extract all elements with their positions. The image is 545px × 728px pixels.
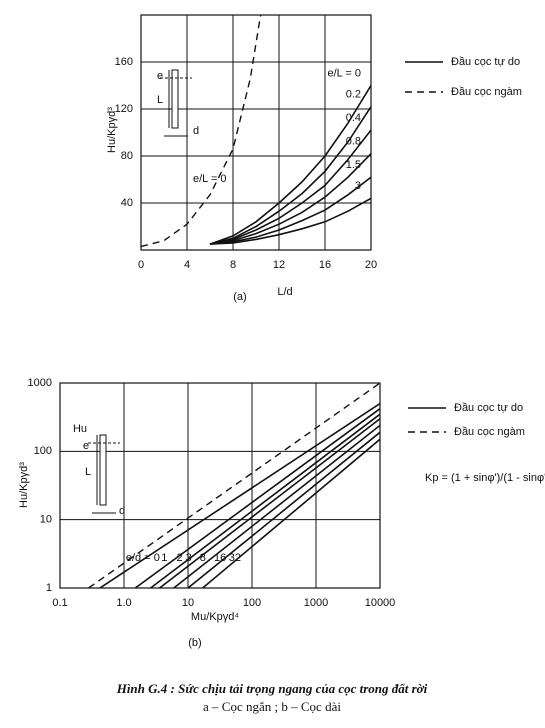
series-label: 0.8 xyxy=(346,136,361,148)
caption-subtitle: a – Cọc ngắn ; b – Cọc dài xyxy=(203,699,341,714)
legend-label: Đầu cọc ngàm xyxy=(454,426,525,438)
x-tick-label: 8 xyxy=(230,259,236,271)
series-label: 8 xyxy=(200,552,206,564)
x-axis-label: L/d xyxy=(277,286,292,298)
y-tick-label: 160 xyxy=(115,56,133,68)
series-line xyxy=(202,438,380,588)
inset-label: Hu xyxy=(73,423,87,435)
inset-label: L xyxy=(157,94,163,106)
x-tick-label: 0 xyxy=(138,259,144,271)
series-line xyxy=(134,408,380,588)
inset-label: e xyxy=(83,440,89,452)
legend-label: Đầu cọc tự do xyxy=(451,56,520,68)
series-label: 3 xyxy=(355,180,361,192)
series-label: 1.5 xyxy=(346,159,361,171)
series-line xyxy=(209,129,371,245)
y-tick-label: 1 xyxy=(46,582,52,594)
caption-title: Hình G.4 : Sức chịu tải trọng ngang của … xyxy=(116,681,428,696)
pile-sketch xyxy=(171,69,179,129)
inset-label: d xyxy=(119,505,125,517)
y-tick-label: 1000 xyxy=(28,377,52,389)
series-line xyxy=(209,197,371,245)
x-tick-label: 10000 xyxy=(365,597,396,609)
series-label: 32 xyxy=(229,552,241,564)
x-axis-label: Mu/Kpγd⁴ xyxy=(191,611,239,623)
pile-sketch xyxy=(99,434,107,506)
series-line xyxy=(150,413,380,588)
x-tick-label: 10 xyxy=(182,597,194,609)
series-label: 2 xyxy=(177,552,183,564)
inset-label: L xyxy=(85,466,91,478)
series-line xyxy=(141,15,262,248)
series-label: 0.2 xyxy=(346,89,361,101)
plot-frame xyxy=(140,14,372,251)
x-tick-label: 12 xyxy=(273,259,285,271)
series-line xyxy=(209,106,371,245)
y-axis-label: Hu/Kpγd³ xyxy=(18,462,30,508)
series-label: 1 xyxy=(161,552,167,564)
x-tick-label: 1.0 xyxy=(116,597,131,609)
series-label: 16 xyxy=(214,552,226,564)
y-tick-label: 120 xyxy=(115,103,133,115)
chart-title: (a) xyxy=(233,291,246,303)
series-line xyxy=(187,431,380,588)
x-tick-label: 16 xyxy=(319,259,331,271)
inset-label: d xyxy=(193,125,199,137)
chart-title: (b) xyxy=(188,637,201,649)
inset-label: e xyxy=(157,70,163,82)
series-label: e/L = 0 xyxy=(193,173,227,185)
annotation: Kp = (1 + sinφ')/(1 - sinφ') xyxy=(425,472,545,484)
series-label: 0.4 xyxy=(346,112,361,124)
y-tick-label: 40 xyxy=(121,197,133,209)
legend-label: Đầu cọc ngàm xyxy=(451,86,522,98)
series-line xyxy=(159,418,380,588)
x-tick-label: 0.1 xyxy=(52,597,67,609)
series-line xyxy=(209,176,371,245)
series-line xyxy=(209,153,371,245)
y-tick-label: 100 xyxy=(34,445,52,457)
legend-label: Đầu cọc tự do xyxy=(454,402,523,414)
y-tick-label: 80 xyxy=(121,150,133,162)
x-tick-label: 20 xyxy=(365,259,377,271)
series-line xyxy=(173,424,380,588)
series-label: e/d = 0 xyxy=(126,552,160,564)
x-tick-label: 100 xyxy=(243,597,261,609)
x-tick-label: 4 xyxy=(184,259,190,271)
y-tick-label: 10 xyxy=(40,514,52,526)
series-line xyxy=(209,85,371,245)
y-axis-label: Hu/Kpγd³ xyxy=(106,107,118,153)
series-line xyxy=(99,402,380,588)
x-tick-label: 1000 xyxy=(304,597,328,609)
series-label: 3 xyxy=(186,552,192,564)
series-label: e/L = 0 xyxy=(327,67,361,79)
